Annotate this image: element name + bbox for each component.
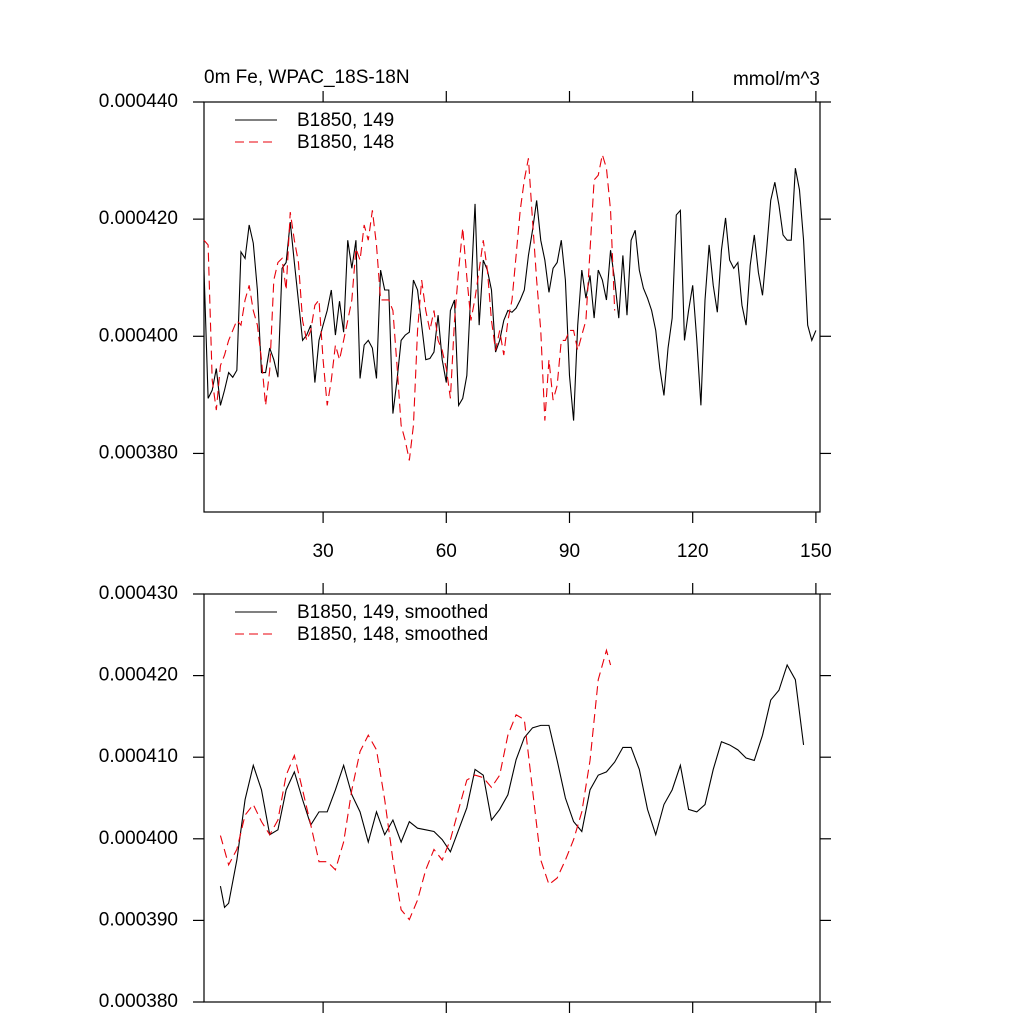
y-tick-label: 0.000410 xyxy=(99,746,178,767)
plot-frame xyxy=(203,593,821,1003)
series-line xyxy=(203,154,616,461)
series-line xyxy=(203,168,817,421)
y-tick-label: 0.000400 xyxy=(99,325,178,346)
series-line xyxy=(219,648,612,921)
x-tick-label: 120 xyxy=(677,541,709,562)
x-tick-label: 60 xyxy=(436,541,457,562)
y-tick-label: 0.000440 xyxy=(99,91,178,112)
y-tick-label: 0.000390 xyxy=(99,909,178,930)
x-tick-label: 30 xyxy=(313,541,334,562)
x-tick-label: 150 xyxy=(800,541,832,562)
legend-label: B1850, 149 xyxy=(297,110,394,131)
y-tick-label: 0.000380 xyxy=(99,991,178,1012)
legend-label: B1850, 148, smoothed xyxy=(297,624,488,645)
y-tick-label: 0.000420 xyxy=(99,208,178,229)
y-tick-label: 0.000430 xyxy=(99,583,178,604)
chart-title: 0m Fe, WPAC_18S-18N xyxy=(204,67,410,88)
legend-label: B1850, 148 xyxy=(297,132,394,153)
x-tick-label: 90 xyxy=(559,541,580,562)
y-tick-label: 0.000380 xyxy=(99,442,178,463)
units-label: mmol/m^3 xyxy=(733,69,820,90)
series-line xyxy=(219,663,805,909)
legend-label: B1850, 149, smoothed xyxy=(297,602,488,623)
plot-frame xyxy=(203,101,821,513)
y-tick-label: 0.000420 xyxy=(99,665,178,686)
y-tick-label: 0.000400 xyxy=(99,828,178,849)
